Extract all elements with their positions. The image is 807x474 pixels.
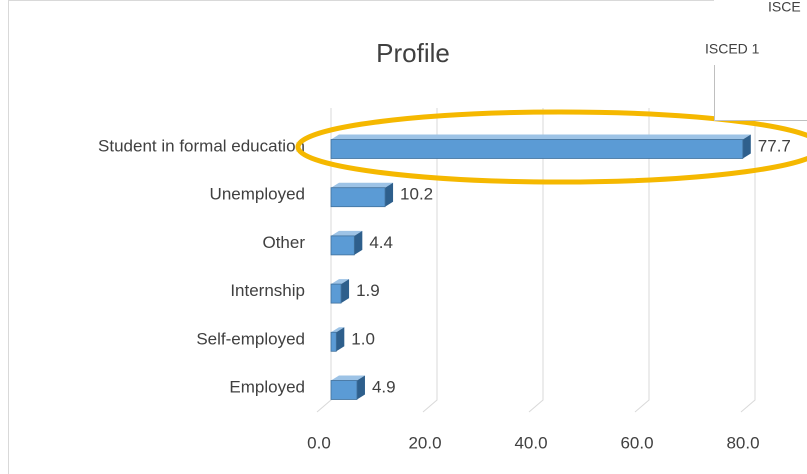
x-tick-label: 80.0 [726, 433, 759, 452]
bar [330, 375, 365, 400]
bar [330, 327, 345, 352]
x-tick-label: 20.0 [408, 433, 441, 452]
y-tick-label: Internship [230, 281, 305, 300]
chart-title: Profile [376, 38, 450, 68]
x-tick-label: 60.0 [620, 433, 653, 452]
overlay-border [714, 65, 807, 121]
data-label: 4.4 [369, 233, 393, 252]
bar [330, 182, 394, 208]
plot-area: 0.0 20.0 40.0 60.0 80.0 Student in formal edu… [98, 108, 791, 452]
y-tick-label: Student in formal education [98, 136, 305, 155]
grid-line [740, 108, 756, 413]
grid-line [422, 108, 438, 413]
overlay-text: ISCED 1 [705, 41, 760, 57]
chart-border [8, 0, 807, 474]
bar [330, 279, 350, 304]
data-label: 10.2 [400, 185, 433, 204]
data-label: 4.9 [372, 377, 396, 396]
data-label: 1.9 [356, 281, 380, 300]
y-tick-label: Other [262, 233, 305, 252]
y-tick-label: Unemployed [210, 185, 305, 204]
x-tick-label: 0.0 [307, 433, 331, 452]
grid-line [634, 108, 650, 413]
y-tick-label: Employed [229, 377, 305, 396]
overlay-text: ISCE [768, 0, 801, 15]
overlay-box [714, 0, 807, 120]
grid-line [528, 108, 544, 413]
bar [330, 134, 751, 159]
data-label: 77.7 [758, 136, 791, 155]
data-label: 1.0 [351, 329, 375, 348]
y-tick-label: Self-employed [196, 329, 305, 348]
highlight-ellipse [295, 109, 807, 185]
bar [330, 230, 363, 256]
x-tick-label: 40.0 [514, 433, 547, 452]
